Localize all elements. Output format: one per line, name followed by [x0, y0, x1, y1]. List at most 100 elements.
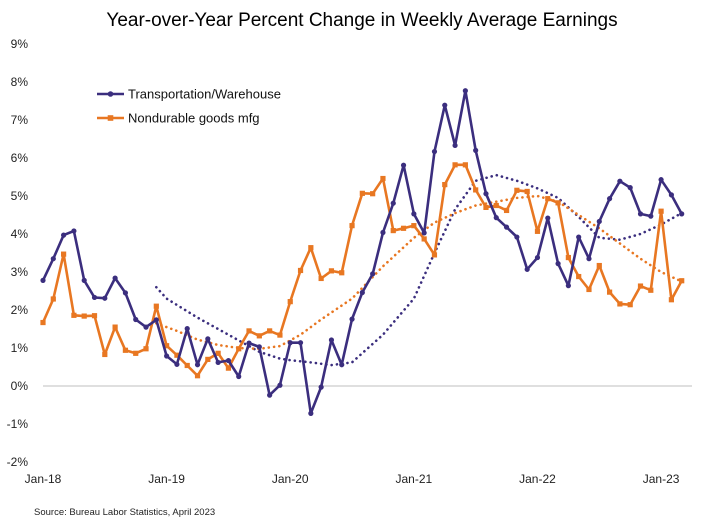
- data-point: [112, 324, 118, 330]
- data-point: [143, 324, 149, 330]
- data-point: [267, 392, 273, 398]
- data-point: [576, 234, 582, 240]
- data-point: [174, 361, 180, 367]
- data-point: [318, 384, 324, 390]
- data-point: [40, 277, 46, 283]
- legend-marker: [107, 91, 114, 97]
- data-point: [648, 213, 654, 219]
- data-point: [400, 162, 407, 168]
- data-point: [133, 350, 139, 356]
- data-point: [164, 353, 170, 359]
- x-tick-label: Jan-22: [519, 472, 556, 486]
- data-point: [246, 340, 252, 346]
- data-point: [627, 185, 633, 191]
- data-point: [40, 319, 46, 326]
- data-point: [308, 245, 314, 251]
- y-tick-label: 6%: [11, 151, 29, 165]
- data-point: [236, 373, 242, 380]
- data-point: [133, 316, 139, 323]
- data-point: [287, 340, 293, 346]
- data-point: [267, 328, 273, 334]
- data-point: [658, 177, 664, 183]
- y-tick-label: 8%: [11, 75, 29, 89]
- data-point: [514, 234, 520, 240]
- y-tick-label: 9%: [11, 37, 29, 51]
- data-point: [339, 270, 345, 276]
- trendline-nondurable: [155, 194, 683, 351]
- data-point: [483, 191, 489, 197]
- data-point: [297, 267, 304, 274]
- data-point: [658, 208, 664, 214]
- data-point: [503, 207, 510, 214]
- data-point: [390, 227, 396, 234]
- y-tick-label: 4%: [11, 227, 29, 241]
- data-point: [328, 268, 335, 274]
- data-series: [40, 88, 685, 416]
- data-point: [50, 296, 56, 302]
- legend-label: Transportation/Warehouse: [128, 87, 281, 102]
- y-tick-label: -2%: [7, 455, 29, 469]
- data-point: [431, 252, 438, 258]
- data-point: [565, 254, 571, 261]
- data-point: [194, 373, 201, 379]
- data-point: [668, 192, 674, 198]
- data-point: [81, 313, 87, 319]
- y-tick-label: 2%: [11, 303, 29, 317]
- data-point: [102, 351, 108, 358]
- series-line-nondurable: [41, 163, 683, 377]
- data-point: [679, 211, 685, 217]
- data-point: [81, 277, 87, 283]
- data-point: [287, 299, 293, 305]
- chart-title: Year-over-Year Percent Change in Weekly …: [106, 10, 617, 31]
- data-point: [431, 148, 438, 155]
- data-point: [534, 254, 541, 261]
- data-point: [442, 102, 448, 108]
- data-point: [91, 313, 98, 319]
- y-tick-label: 1%: [11, 341, 29, 355]
- data-point: [503, 224, 510, 230]
- data-point: [71, 312, 77, 318]
- data-point: [153, 317, 159, 323]
- y-tick-label: 3%: [11, 265, 29, 279]
- data-point: [452, 142, 458, 149]
- data-point: [668, 297, 674, 303]
- y-tick-label: 5%: [11, 189, 29, 203]
- data-point: [462, 88, 468, 94]
- data-point: [637, 211, 644, 217]
- data-point: [514, 187, 520, 193]
- data-point: [380, 175, 386, 182]
- data-point: [308, 410, 314, 416]
- data-point: [524, 188, 530, 195]
- data-point: [473, 147, 479, 153]
- data-point: [205, 356, 211, 362]
- x-tick-label: Jan-23: [643, 472, 680, 486]
- data-point: [246, 328, 252, 334]
- data-point: [225, 357, 232, 364]
- data-point: [164, 343, 170, 349]
- series-line-transportation: [41, 89, 683, 415]
- data-point: [617, 178, 623, 184]
- data-point: [596, 262, 602, 269]
- data-point: [493, 202, 499, 209]
- data-point: [359, 289, 365, 296]
- data-point: [71, 228, 77, 234]
- data-point: [318, 275, 324, 282]
- data-point: [102, 295, 108, 301]
- data-point: [524, 266, 530, 272]
- data-point: [452, 162, 458, 168]
- data-point: [390, 200, 396, 206]
- data-point: [370, 271, 376, 277]
- data-point: [473, 187, 479, 193]
- data-point: [359, 190, 365, 196]
- data-point: [91, 294, 98, 301]
- x-tick-label: Jan-18: [25, 472, 62, 486]
- x-axis-ticks: Jan-18 Jan-19 Jan-20 Jan-21 Jan-22 Jan-23: [25, 472, 680, 486]
- y-tick-label: 0%: [11, 379, 29, 393]
- data-point: [483, 204, 489, 210]
- trendline-transportation: [155, 173, 683, 367]
- data-point: [411, 223, 417, 229]
- data-point: [184, 326, 190, 332]
- data-point: [545, 196, 551, 202]
- data-point: [596, 218, 602, 225]
